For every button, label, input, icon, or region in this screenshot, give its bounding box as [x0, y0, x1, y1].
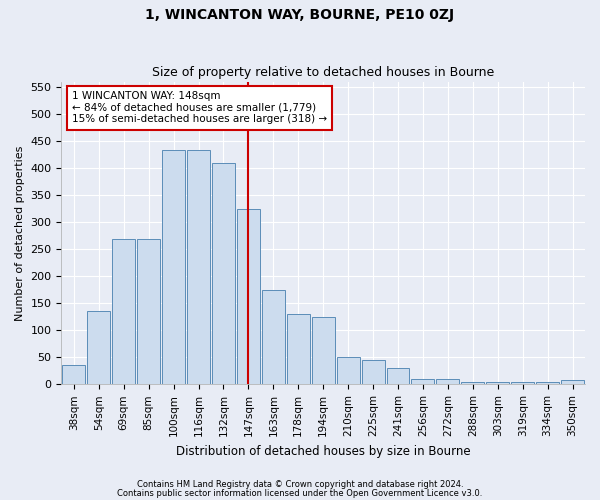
Bar	[262, 290, 285, 384]
Bar	[287, 314, 310, 384]
Bar	[212, 163, 235, 384]
Bar	[137, 238, 160, 384]
Bar	[88, 312, 110, 384]
Bar	[436, 379, 460, 384]
Bar	[386, 368, 409, 384]
Bar	[412, 379, 434, 384]
Bar	[312, 317, 335, 384]
Bar	[536, 382, 559, 384]
X-axis label: Distribution of detached houses by size in Bourne: Distribution of detached houses by size …	[176, 444, 470, 458]
Bar	[486, 382, 509, 384]
Bar	[561, 380, 584, 384]
Bar	[62, 366, 85, 384]
Text: 1 WINCANTON WAY: 148sqm
← 84% of detached houses are smaller (1,779)
15% of semi: 1 WINCANTON WAY: 148sqm ← 84% of detache…	[72, 91, 327, 124]
Y-axis label: Number of detached properties: Number of detached properties	[15, 146, 25, 321]
Bar	[112, 238, 135, 384]
Bar	[187, 150, 210, 384]
Bar	[162, 150, 185, 384]
Text: Contains public sector information licensed under the Open Government Licence v3: Contains public sector information licen…	[118, 488, 482, 498]
Bar	[511, 382, 534, 384]
Bar	[237, 209, 260, 384]
Bar	[362, 360, 385, 384]
Title: Size of property relative to detached houses in Bourne: Size of property relative to detached ho…	[152, 66, 494, 80]
Text: 1, WINCANTON WAY, BOURNE, PE10 0ZJ: 1, WINCANTON WAY, BOURNE, PE10 0ZJ	[145, 8, 455, 22]
Bar	[337, 358, 359, 384]
Text: Contains HM Land Registry data © Crown copyright and database right 2024.: Contains HM Land Registry data © Crown c…	[137, 480, 463, 489]
Bar	[461, 382, 484, 384]
